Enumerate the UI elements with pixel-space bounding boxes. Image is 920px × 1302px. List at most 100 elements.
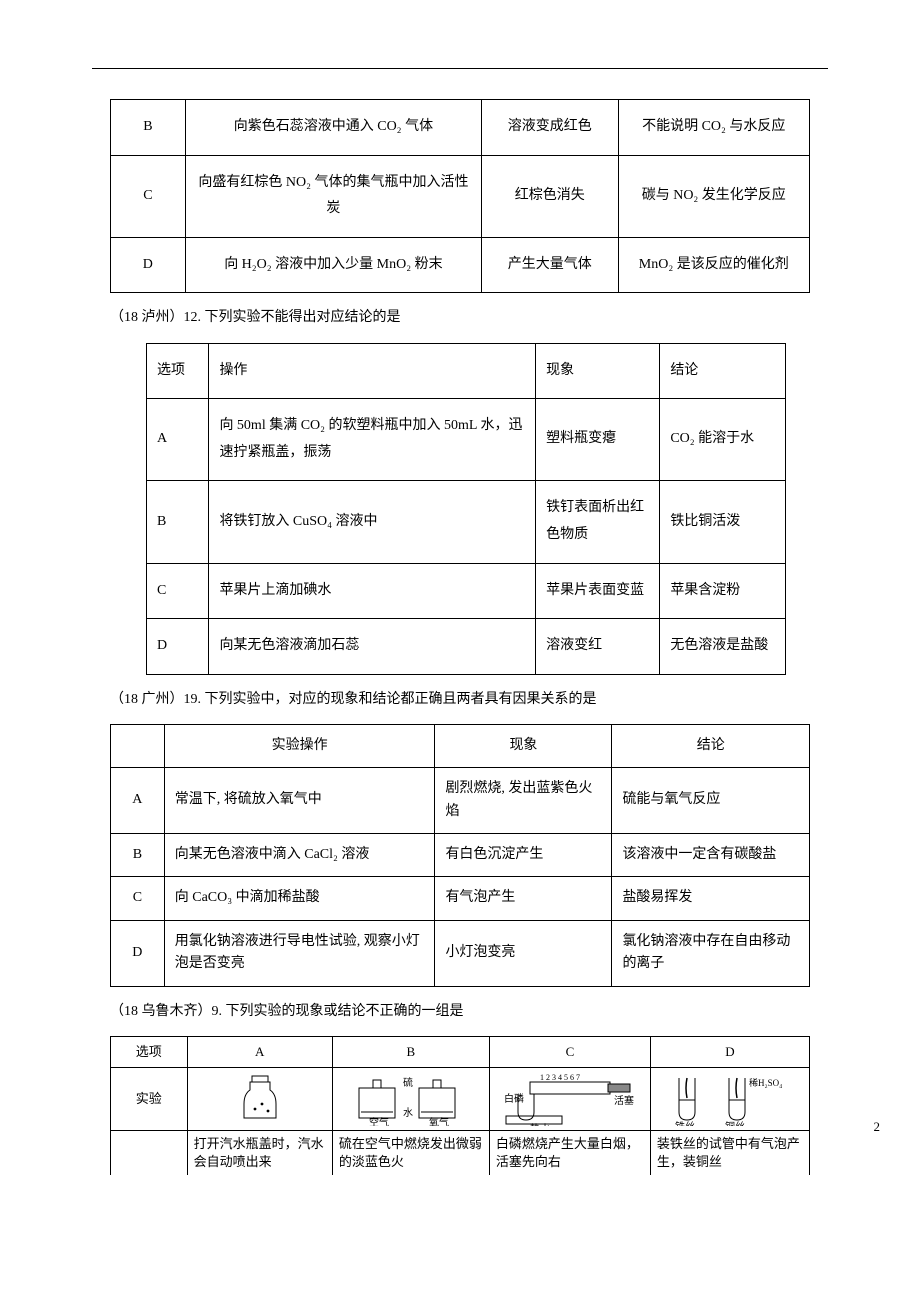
cell-opt: D — [111, 920, 165, 986]
cell-op: 向 H₂O₂ 溶液中加入少量 MnO₂ 粉末 — [185, 237, 481, 293]
cell-op: 向某无色溶液中滴入 CaCl₂ 溶液 — [164, 834, 435, 877]
label: 氧气 — [429, 1116, 449, 1126]
cell-phen: 溶液变红 — [536, 619, 660, 675]
header-blank — [111, 724, 165, 767]
diagram-a — [187, 1068, 332, 1131]
table-header-row: 实验操作 现象 结论 — [111, 724, 810, 767]
cell-conc: 氯化钠溶液中存在自由移动的离子 — [612, 920, 810, 986]
header-conc: 结论 — [612, 724, 810, 767]
rowlabel-exp: 实验 — [111, 1068, 188, 1131]
label: 1 2 3 4 5 6 7 — [540, 1073, 580, 1082]
cell-opt: B — [111, 100, 186, 156]
cell-phen: 苹果片表面变蓝 — [536, 563, 660, 619]
label: 白磷 — [504, 1092, 524, 1105]
table-4: 选项 A B C D 实验 — [110, 1036, 810, 1176]
cell-desc: 装铁丝的试管中有气泡产生，装铜丝 — [650, 1131, 809, 1176]
table-row: D 向某无色溶液滴加石蕊 溶液变红 无色溶液是盐酸 — [147, 619, 786, 675]
bottle-icon — [230, 1074, 290, 1124]
cell-opt: C — [111, 877, 165, 920]
header-op: 操作 — [209, 343, 536, 399]
cell-conc: 碳与 NO₂ 发生化学反应 — [618, 155, 809, 237]
table-row: C 苹果片上滴加碘水 苹果片表面变蓝 苹果含淀粉 — [147, 563, 786, 619]
cell-op: 向某无色溶液滴加石蕊 — [209, 619, 536, 675]
cell-opt: D — [147, 619, 209, 675]
cell-conc: 硫能与氧气反应 — [612, 768, 810, 834]
table-row: B 向某无色溶液中滴入 CaCl₂ 溶液 有白色沉淀产生 该溶液中一定含有碳酸盐 — [111, 834, 810, 877]
table-row: A 常温下, 将硫放入氧气中 剧烈燃烧, 发出蓝紫色火焰 硫能与氧气反应 — [111, 768, 810, 834]
cell-desc: 打开汽水瓶盖时，汽水会自动喷出来 — [187, 1131, 332, 1176]
diagram-b: 硫 空气 氧气 水 — [332, 1068, 489, 1131]
cell-phen: 有白色沉淀产生 — [435, 834, 612, 877]
cell-opt: C — [111, 155, 186, 237]
caption-q19: （18 广州）19. 下列实验中，对应的现象和结论都正确且两者具有因果关系的是 — [110, 687, 828, 712]
cell-op: 向盛有红棕色 NO₂ 气体的集气瓶中加入活性炭 — [185, 155, 481, 237]
cell-op: 常温下, 将硫放入氧气中 — [164, 768, 435, 834]
header-op: 实验操作 — [164, 724, 435, 767]
cell-op: 苹果片上滴加碘水 — [209, 563, 536, 619]
cell-opt: A — [111, 768, 165, 834]
cell-conc: 该溶液中一定含有碳酸盐 — [612, 834, 810, 877]
cell-conc: 苹果含淀粉 — [660, 563, 786, 619]
label: 活塞 — [614, 1094, 634, 1107]
header-phen: 现象 — [536, 343, 660, 399]
table-header-row: 选项 A B C D — [111, 1036, 810, 1067]
label: 稀H₂SO₄ — [749, 1077, 782, 1088]
cell-conc: 铁比铜活泼 — [660, 481, 786, 563]
rowlabel-opt: 选项 — [111, 1036, 188, 1067]
label: 硫 — [403, 1076, 413, 1089]
cell-op: 向 CaCO₃ 中滴加稀盐酸 — [164, 877, 435, 920]
table-row-diagrams: 实验 硫 空气 氧气 水 — [111, 1068, 810, 1131]
cell-opt: D — [111, 237, 186, 293]
cell-phen: 塑料瓶变瘪 — [536, 399, 660, 481]
table-row: D 用氯化钠溶液进行导电性试验, 观察小灯泡是否变亮 小灯泡变亮 氯化钠溶液中存… — [111, 920, 810, 986]
header-opt: 选项 — [147, 343, 209, 399]
diagram-c: 1 2 3 4 5 6 7 白磷 活塞 热水 — [489, 1068, 650, 1131]
label: 铁丝 — [675, 1120, 695, 1126]
cell-conc: 无色溶液是盐酸 — [660, 619, 786, 675]
table-row: D 向 H₂O₂ 溶液中加入少量 MnO₂ 粉末 产生大量气体 MnO₂ 是该反… — [111, 237, 810, 293]
cell-opt: A — [147, 399, 209, 481]
header-conc: 结论 — [660, 343, 786, 399]
cell-opt: A — [187, 1036, 332, 1067]
cell-conc: 盐酸易挥发 — [612, 877, 810, 920]
cell-desc: 硫在空气中燃烧发出微弱的淡蓝色火 — [332, 1131, 489, 1176]
caption-q12: （18 泸州）12. 下列实验不能得出对应结论的是 — [110, 305, 828, 330]
cell-desc: 白磷燃烧产生大量白烟，活塞先向右 — [489, 1131, 650, 1176]
table-row: C 向 CaCO₃ 中滴加稀盐酸 有气泡产生 盐酸易挥发 — [111, 877, 810, 920]
diagram-d: 稀H₂SO₄ 铁丝 铜丝 — [650, 1068, 809, 1131]
table-1: B 向紫色石蕊溶液中通入 CO₂ 气体 溶液变成红色 不能说明 CO₂ 与水反应… — [110, 99, 810, 293]
label: 空气 — [369, 1116, 389, 1126]
cell-phen: 有气泡产生 — [435, 877, 612, 920]
cell-op: 向紫色石蕊溶液中通入 CO₂ 气体 — [185, 100, 481, 156]
table-2: 选项 操作 现象 结论 A 向 50ml 集满 CO₂ 的软塑料瓶中加入 50m… — [146, 343, 786, 675]
cell-phen: 红棕色消失 — [482, 155, 618, 237]
cell-opt: B — [332, 1036, 489, 1067]
cell-conc: CO₂ 能溶于水 — [660, 399, 786, 481]
table-row: B 将铁钉放入 CuSO₄ 溶液中 铁钉表面析出红色物质 铁比铜活泼 — [147, 481, 786, 563]
cell-phen: 小灯泡变亮 — [435, 920, 612, 986]
cell-conc: 不能说明 CO₂ 与水反应 — [618, 100, 809, 156]
table-row-desc: 打开汽水瓶盖时，汽水会自动喷出来 硫在空气中燃烧发出微弱的淡蓝色火 白磷燃烧产生… — [111, 1131, 810, 1176]
cell-opt: B — [111, 834, 165, 877]
table-3: 实验操作 现象 结论 A 常温下, 将硫放入氧气中 剧烈燃烧, 发出蓝紫色火焰 … — [110, 724, 810, 987]
table-header-row: 选项 操作 现象 结论 — [147, 343, 786, 399]
label: 水 — [403, 1107, 413, 1119]
page-number: 2 — [874, 1119, 881, 1135]
table-row: B 向紫色石蕊溶液中通入 CO₂ 气体 溶液变成红色 不能说明 CO₂ 与水反应 — [111, 100, 810, 156]
cell-conc: MnO₂ 是该反应的催化剂 — [618, 237, 809, 293]
test-tubes-icon: 稀H₂SO₄ 铁丝 铜丝 — [665, 1072, 795, 1126]
caption-q9: （18 乌鲁木齐）9. 下列实验的现象或结论不正确的一组是 — [110, 999, 828, 1024]
cell-opt: D — [650, 1036, 809, 1067]
cell-phen: 溶液变成红色 — [482, 100, 618, 156]
cell-phen: 剧烈燃烧, 发出蓝紫色火焰 — [435, 768, 612, 834]
syringe-icon: 1 2 3 4 5 6 7 白磷 活塞 热水 — [500, 1072, 640, 1126]
table-row: C 向盛有红棕色 NO₂ 气体的集气瓶中加入活性炭 红棕色消失 碳与 NO₂ 发… — [111, 155, 810, 237]
cell-op: 用氯化钠溶液进行导电性试验, 观察小灯泡是否变亮 — [164, 920, 435, 986]
cell-phen: 产生大量气体 — [482, 237, 618, 293]
cell-op: 将铁钉放入 CuSO₄ 溶液中 — [209, 481, 536, 563]
label: 热水 — [530, 1122, 550, 1126]
combustion-icon: 硫 空气 氧气 水 — [351, 1072, 471, 1126]
cell-opt: C — [147, 563, 209, 619]
empty-cell — [111, 1131, 188, 1176]
header-phen: 现象 — [435, 724, 612, 767]
